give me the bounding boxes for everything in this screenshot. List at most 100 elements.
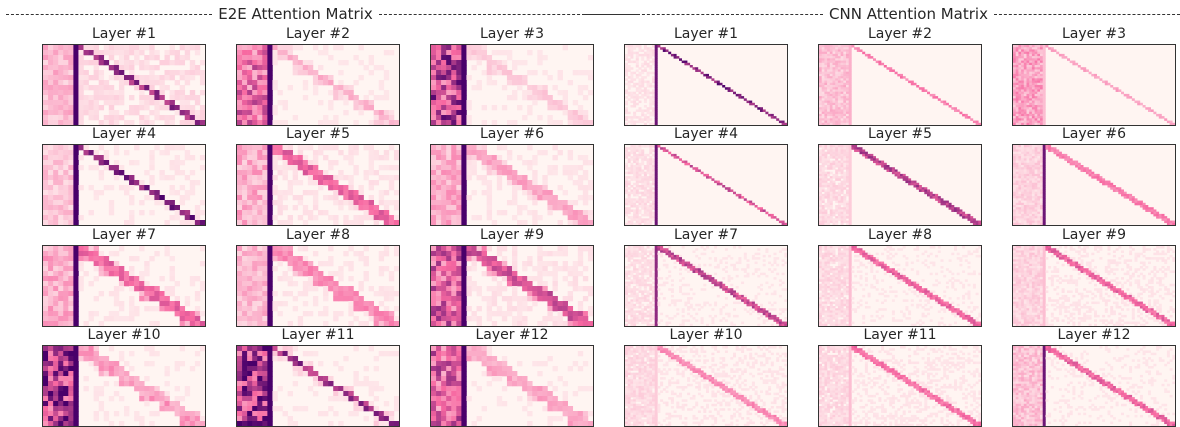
heatmap-cell <box>862 52 865 55</box>
heatmap-cell <box>461 145 466 150</box>
heatmap-cell <box>846 78 849 81</box>
heatmap-cell <box>849 49 852 52</box>
heatmap-cell <box>1040 56 1043 59</box>
heatmap-cell <box>129 180 134 185</box>
heatmap-svg <box>43 45 205 125</box>
heatmap-cell <box>257 200 262 205</box>
heatmap-cell <box>849 81 852 84</box>
heatmap-cell <box>343 200 348 205</box>
heatmap-cell <box>900 76 903 79</box>
heatmap-cell <box>119 115 124 120</box>
heatmap-cell <box>522 205 527 210</box>
heatmap-cell <box>502 50 507 55</box>
heatmap-cell <box>652 196 655 199</box>
heatmap-cell <box>633 223 636 225</box>
heatmap-cell <box>647 163 650 166</box>
heatmap-cell <box>165 100 170 105</box>
heatmap-cell <box>1024 216 1027 219</box>
heatmap-cell <box>247 170 252 175</box>
heatmap-cell <box>1040 98 1043 101</box>
heatmap-cell <box>149 190 154 195</box>
heatmap-cell <box>1083 67 1086 70</box>
heatmap-cell <box>838 45 841 48</box>
heatmap-cell <box>237 110 242 115</box>
heatmap-cell <box>824 161 827 164</box>
heatmap-cell <box>124 175 129 180</box>
heatmap-cell <box>849 103 852 106</box>
heatmap-cell <box>639 192 642 195</box>
heatmap-cell <box>109 65 114 70</box>
heatmap-cell <box>1102 178 1105 181</box>
heatmap-cell <box>1016 121 1019 124</box>
heatmap-cell <box>58 100 63 105</box>
heatmap-cell <box>838 105 841 108</box>
heatmap-cell <box>641 156 644 159</box>
heatmap-cell <box>78 115 83 120</box>
heatmap-cell <box>722 85 725 88</box>
heatmap-cell <box>527 85 532 90</box>
heatmap-cell <box>830 78 833 81</box>
heatmap-cell <box>819 169 822 172</box>
heatmap-cell <box>170 95 175 100</box>
heatmap-cell <box>144 170 149 175</box>
heatmap-cell <box>922 187 925 190</box>
heatmap-cell <box>641 96 644 99</box>
heatmap-cell <box>129 256 134 261</box>
heatmap-cell <box>849 214 852 217</box>
heatmap-cell <box>185 80 190 85</box>
heatmap-cell <box>830 83 833 86</box>
heatmap-cell <box>849 105 852 108</box>
heatmap-cell <box>1153 209 1156 212</box>
heatmap-cell <box>1045 45 1048 48</box>
heatmap-cell <box>200 200 205 205</box>
heatmap-cell <box>873 58 876 61</box>
heatmap-cell <box>288 246 293 251</box>
heatmap-cell <box>1013 116 1016 119</box>
heatmap-cell <box>379 190 384 195</box>
heatmap-cell <box>542 195 547 200</box>
heatmap-cell <box>903 174 906 177</box>
heatmap-cell <box>154 55 159 60</box>
heatmap-cell <box>333 220 338 225</box>
heatmap-cell <box>252 80 257 85</box>
heatmap-cell <box>822 58 825 61</box>
heatmap-cell <box>771 214 774 217</box>
heatmap-cell <box>180 200 185 205</box>
heatmap-cell <box>630 52 633 55</box>
heatmap-cell <box>824 176 827 179</box>
heatmap-cell <box>1021 176 1024 179</box>
heatmap-cell <box>819 156 822 159</box>
heatmap-cell <box>1016 203 1019 206</box>
heatmap-cell <box>466 155 471 160</box>
heatmap-cell <box>583 155 588 160</box>
heatmap-cell <box>841 67 844 70</box>
heatmap-cell <box>129 296 134 301</box>
heatmap-cell <box>262 215 267 220</box>
heatmap-cell <box>568 215 573 220</box>
heatmap-cell <box>487 210 492 215</box>
heatmap-cell <box>48 180 53 185</box>
heatmap-cell <box>652 107 655 110</box>
heatmap-cell <box>466 100 471 105</box>
heatmap-cell <box>48 80 53 85</box>
heatmap-cell <box>636 212 639 215</box>
heatmap-cell <box>935 196 938 199</box>
heatmap-cell <box>247 175 252 180</box>
heatmap-cell <box>827 178 830 181</box>
heatmap-cell <box>824 101 827 104</box>
heatmap-cell <box>1029 154 1032 157</box>
heatmap-cell <box>1016 109 1019 112</box>
heatmap-cell <box>190 110 195 115</box>
heatmap-cell <box>838 56 841 59</box>
heatmap-cell <box>1029 116 1032 119</box>
heatmap-cell <box>1021 203 1024 206</box>
heatmap-cell <box>824 221 827 224</box>
heatmap-cell <box>1032 209 1035 212</box>
heatmap-cell <box>884 167 887 170</box>
heatmap-cell <box>644 209 647 212</box>
heatmap-cell <box>827 216 830 219</box>
heatmap-cell <box>68 311 73 316</box>
heatmap-cell <box>1032 216 1035 219</box>
heatmap-cell <box>1043 103 1046 106</box>
heatmap-cell <box>639 172 642 175</box>
